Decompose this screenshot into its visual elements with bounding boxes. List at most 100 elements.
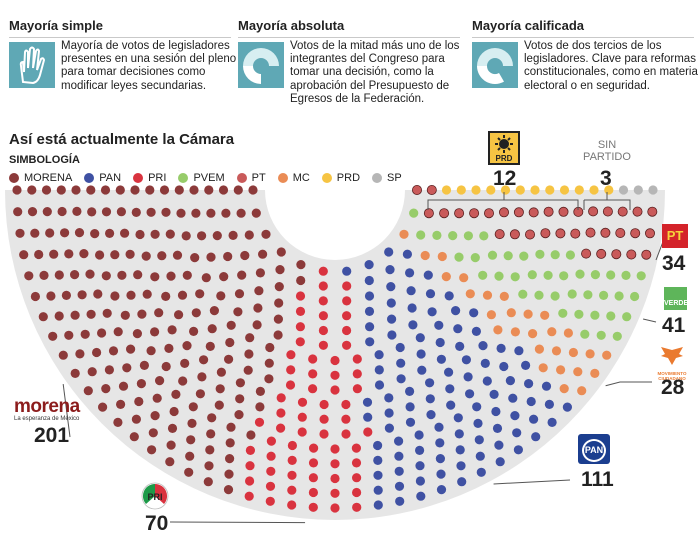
seat-pri (308, 487, 318, 498)
seat-pan (405, 402, 415, 412)
seat-morena (224, 354, 234, 364)
pan-count: 111 (581, 468, 614, 491)
seat-pvem (550, 291, 560, 301)
seat-pri (244, 491, 254, 501)
seat-pvem (432, 230, 442, 240)
legend-item-morena: MORENA (9, 172, 72, 184)
half-circle-icon (238, 42, 284, 88)
seat-pt (469, 208, 480, 219)
seat-pan (425, 378, 435, 388)
seat-prd (486, 185, 496, 195)
seat-pvem (454, 252, 464, 262)
seat-mc (551, 346, 562, 356)
seat-morena (39, 270, 49, 280)
seat-pan (374, 365, 384, 375)
seat-prd (530, 185, 540, 195)
seat-morena (116, 399, 126, 409)
seat-morena (70, 270, 80, 280)
seat-pan (526, 396, 536, 407)
seat-morena (174, 310, 184, 320)
seat-morena (54, 270, 64, 280)
seat-pri (297, 427, 307, 437)
seat-pan (365, 337, 375, 347)
seat-pvem (478, 270, 488, 280)
seat-morena (72, 206, 82, 216)
leader-pan (493, 479, 571, 485)
seat-morena (150, 327, 160, 337)
seat-morena (115, 185, 125, 195)
seat-morena (191, 208, 201, 218)
seat-morena (147, 445, 157, 455)
seat-morena (166, 271, 176, 281)
seat-morena (207, 413, 217, 423)
seat-pvem (590, 270, 601, 280)
seat-morena (223, 485, 234, 495)
seat-prd (589, 185, 599, 195)
seat-pt (509, 229, 520, 240)
seat-morena (233, 185, 243, 195)
seat-morena (79, 249, 89, 259)
seat-pvem (494, 271, 504, 281)
seat-morena (197, 231, 207, 241)
legend-label: SP (387, 172, 402, 184)
seat-pri (352, 473, 362, 483)
seat-morena (221, 208, 231, 218)
chamber-background (5, 190, 665, 520)
legend: MORENA PAN PRI PVEM PT MC PRD SP (9, 172, 414, 184)
two-thirds-circle-icon (472, 42, 518, 88)
seat-pan (384, 423, 394, 433)
seat-pan (453, 413, 463, 423)
seat-morena (178, 376, 188, 386)
seat-morena (177, 290, 188, 300)
seat-morena (236, 208, 246, 218)
seat-mc (499, 291, 509, 301)
seat-pri (342, 340, 352, 350)
seat-morena (58, 350, 68, 360)
seat-pri (330, 385, 340, 395)
seat-pvem (614, 291, 624, 301)
seat-morena (185, 451, 195, 461)
seat-morena (261, 229, 271, 239)
seat-morena (184, 467, 194, 477)
seat-pt (641, 249, 652, 260)
seat-pri (308, 369, 318, 379)
pri-count: 70 (145, 512, 169, 535)
seat-pan (446, 400, 456, 410)
seat-pan (415, 445, 425, 455)
seat-morena (134, 396, 144, 407)
seat-morena (108, 346, 119, 356)
seat-morena (254, 286, 264, 296)
morena-count: 201 (34, 424, 70, 447)
seat-pt (611, 249, 622, 260)
seat-morena (135, 229, 145, 240)
seat-morena (27, 207, 38, 217)
seat-pan (386, 282, 396, 292)
seat-morena (161, 361, 171, 372)
seat-morena (132, 329, 142, 339)
seat-pan (407, 303, 417, 313)
seat-morena (296, 275, 306, 286)
prd-count: 12 (493, 167, 517, 190)
seat-pri (330, 355, 340, 366)
seat-morena (102, 308, 112, 318)
seat-pri (363, 427, 373, 437)
seat-morena (205, 341, 215, 351)
seat-morena (205, 445, 215, 455)
seat-pri (245, 445, 255, 455)
leader-morena (62, 384, 71, 438)
seat-pri (308, 458, 319, 468)
seat-pri (245, 476, 255, 486)
seat-morena (274, 282, 284, 292)
seat-morena (197, 372, 207, 382)
seat-morena (216, 367, 226, 377)
seat-pan (402, 249, 412, 259)
seat-mc (538, 363, 548, 373)
legend-label: PT (251, 172, 266, 184)
seat-pri (352, 354, 362, 364)
seat-morena (253, 303, 263, 313)
seat-morena (57, 206, 67, 217)
seat-pvem (503, 251, 513, 261)
definition-text: Votos de la mitad más uno de los integra… (290, 40, 460, 105)
seat-pri (295, 322, 305, 332)
seat-prd (574, 185, 584, 195)
